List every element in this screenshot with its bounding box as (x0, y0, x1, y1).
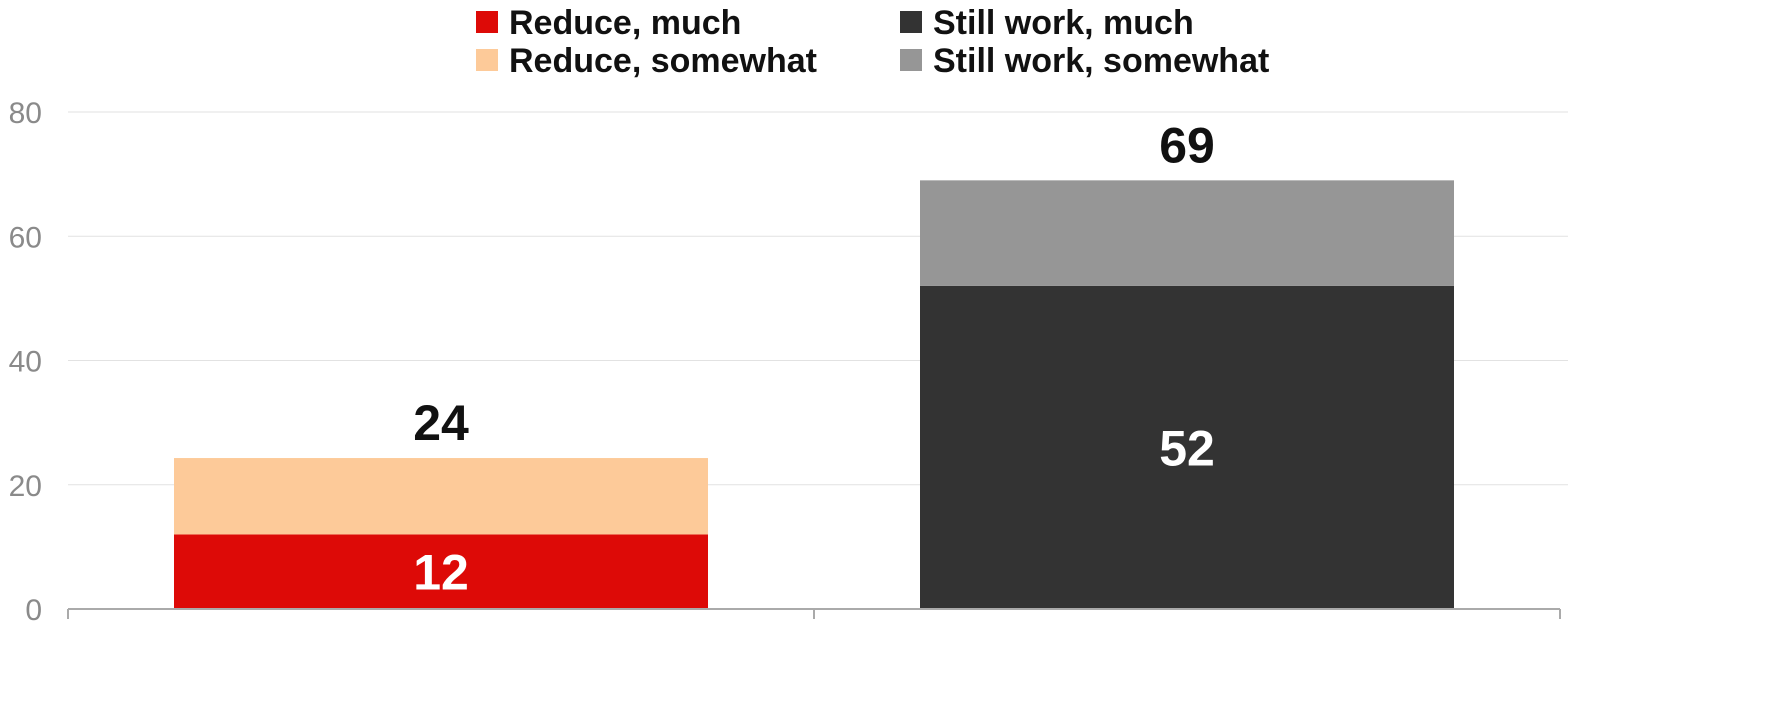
segment-value-label: 52 (1159, 420, 1215, 476)
legend-swatch (900, 11, 922, 33)
bar-segment (174, 458, 708, 535)
x-axis (67, 608, 1561, 619)
bars (174, 180, 1454, 609)
bar-segment (174, 534, 708, 609)
y-tick-label: 20 (9, 470, 42, 503)
legend-label: Reduce, somewhat (509, 42, 817, 80)
bar-segment (920, 285, 1454, 609)
total-value-label: 69 (1159, 117, 1215, 173)
legend-swatch (476, 49, 498, 71)
legend-label: Reduce, much (509, 4, 741, 42)
legend-swatch (476, 11, 498, 33)
legend-item: Still work, somewhat (900, 42, 1269, 80)
y-tick-label: 60 (9, 221, 42, 254)
legend-item: Reduce, somewhat (476, 42, 817, 80)
legend-item: Still work, much (900, 4, 1194, 42)
y-axis: 0 20 40 60 80 (9, 97, 42, 627)
data-labels: 12 24 52 69 (413, 117, 1215, 600)
legend-label: Still work, much (933, 4, 1194, 42)
legend-label: Still work, somewhat (933, 42, 1269, 80)
total-value-label: 24 (413, 395, 469, 451)
y-tick-label: 40 (9, 346, 42, 379)
legend-item: Reduce, much (476, 4, 741, 42)
bar-segment (920, 180, 1454, 286)
segment-value-label: 12 (413, 545, 469, 601)
y-tick-label: 80 (9, 97, 42, 130)
legend-swatch (900, 49, 922, 71)
y-tick-label: 0 (25, 594, 42, 627)
